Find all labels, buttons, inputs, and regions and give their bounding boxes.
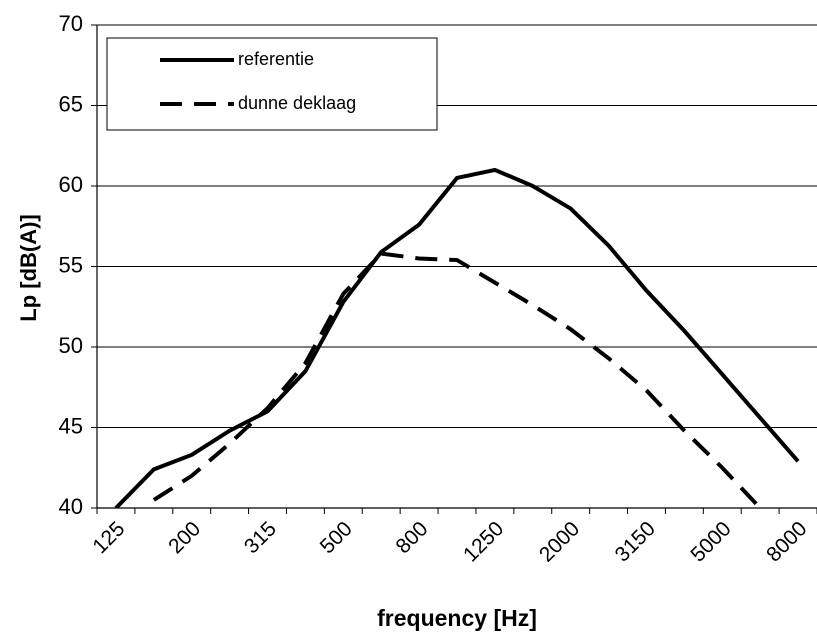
series-line bbox=[114, 167, 800, 508]
x-tick-label: 800 bbox=[392, 517, 433, 558]
x-tick-label: 5000 bbox=[686, 517, 735, 566]
y-axis-label: Lp [dB(A)] bbox=[16, 214, 41, 322]
x-tick-label: 1250 bbox=[459, 517, 508, 566]
y-tick-label: 55 bbox=[59, 252, 83, 277]
y-tick-label: 65 bbox=[59, 91, 83, 116]
x-axis-label: frequency [Hz] bbox=[377, 605, 537, 631]
x-tick-label: 315 bbox=[240, 517, 281, 558]
legend-label: dunne deklaag bbox=[238, 93, 356, 113]
x-tick-label: 2000 bbox=[535, 517, 584, 566]
x-tick-label: 3150 bbox=[611, 517, 660, 566]
y-tick-label: 45 bbox=[59, 413, 83, 438]
x-tick-label: 200 bbox=[164, 517, 205, 558]
legend-label: referentie bbox=[238, 49, 314, 69]
y-tick-label: 40 bbox=[59, 494, 83, 519]
x-tick-label: 8000 bbox=[762, 517, 811, 566]
y-tick-label: 70 bbox=[59, 11, 83, 36]
y-tick-label: 50 bbox=[59, 333, 83, 358]
x-tick-label: 125 bbox=[88, 517, 129, 558]
y-tick-label: 60 bbox=[59, 172, 83, 197]
legend-box bbox=[106, 37, 438, 131]
series-line bbox=[152, 251, 762, 508]
x-tick-label: 500 bbox=[316, 517, 357, 558]
